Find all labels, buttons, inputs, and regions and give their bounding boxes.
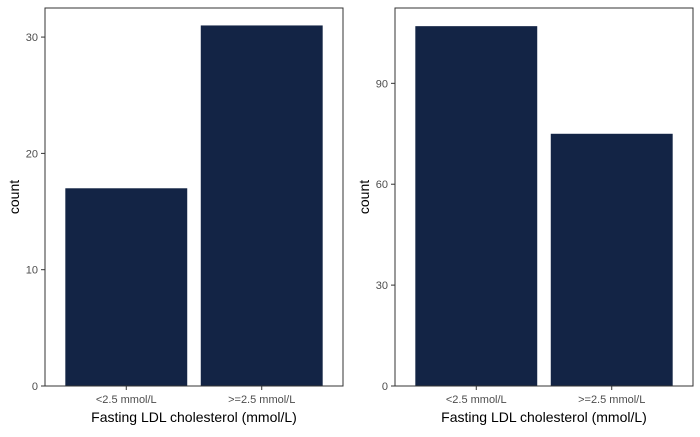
y-axis-title: count	[356, 180, 372, 214]
y-tick-label-4: 90	[376, 78, 388, 90]
y-tick-label-4: 30	[26, 32, 38, 44]
x-tick-label-1: <2.5 mmol/L	[96, 394, 157, 406]
y-axis-title: count	[6, 180, 22, 214]
panel-2: <2.5 mmol/L >=2.5 mmol/L 0 30 60 90 Fasting LD…	[356, 7, 694, 425]
y-tick-label-1: 0	[32, 381, 38, 393]
panel-border	[44, 7, 344, 387]
y-tick-label-2: 30	[376, 280, 388, 292]
y-tick-label-3: 20	[26, 148, 38, 160]
bar-2	[200, 25, 323, 386]
x-axis-title: Fasting LDL cholesterol (mmol/L)	[91, 409, 297, 425]
x-tick-label-1: <2.5 mmol/L	[446, 394, 507, 406]
y-tick-label-1: 0	[382, 381, 388, 393]
y-tick-label-3: 60	[376, 179, 388, 191]
panel-border	[394, 7, 694, 387]
x-tick-label-2: >=2.5 mmol/L	[228, 394, 295, 406]
x-axis-title: Fasting LDL cholesterol (mmol/L)	[441, 409, 647, 425]
y-tick-label-2: 10	[26, 265, 38, 277]
bar-1	[415, 26, 538, 386]
x-tick-label-2: >=2.5 mmol/L	[578, 394, 645, 406]
bar-1	[65, 188, 188, 386]
panel-1: <2.5 mmol/L >=2.5 mmol/L 0 10 20 30 Fasting LD…	[6, 7, 344, 425]
bar-2	[550, 133, 673, 386]
